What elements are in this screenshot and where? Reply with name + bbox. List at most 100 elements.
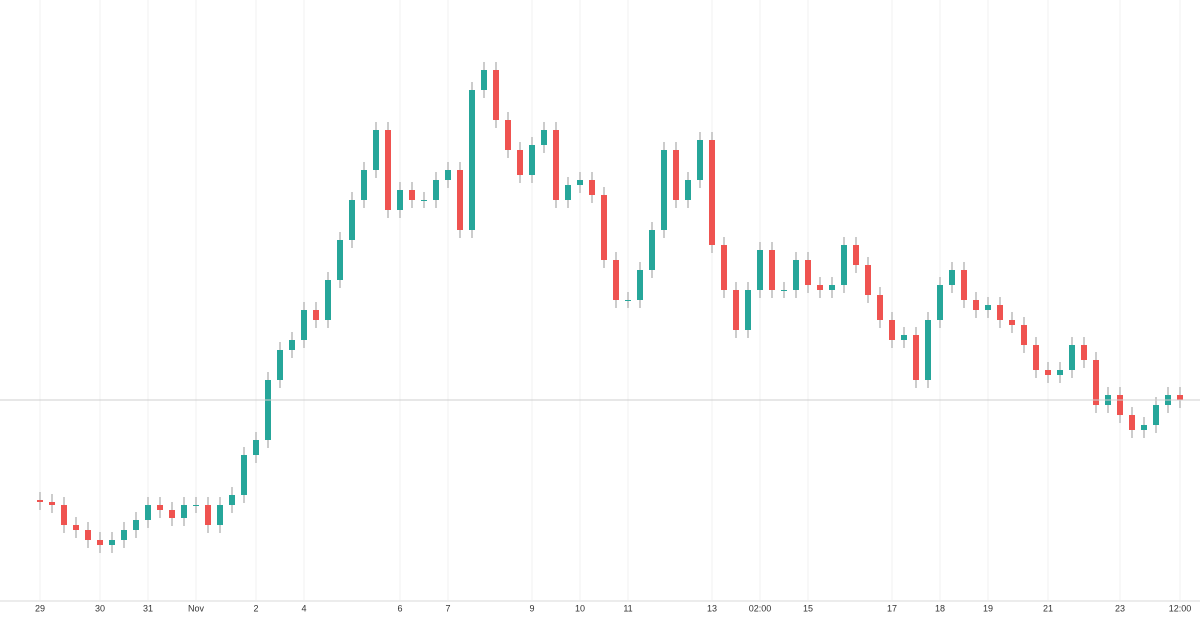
candle-body bbox=[121, 530, 127, 540]
candle-body bbox=[301, 310, 307, 340]
candle-body bbox=[265, 380, 271, 440]
candle-body bbox=[241, 455, 247, 495]
candle-body bbox=[685, 180, 691, 200]
candle-body bbox=[325, 280, 331, 320]
candle-body bbox=[373, 130, 379, 170]
candle-body bbox=[817, 285, 823, 290]
candle-body bbox=[745, 290, 751, 330]
candle-body bbox=[1021, 325, 1027, 345]
candle-body bbox=[481, 70, 487, 90]
candle-body bbox=[457, 170, 463, 230]
candle-body bbox=[1009, 320, 1015, 325]
candle-body bbox=[805, 260, 811, 285]
candle-body bbox=[529, 145, 535, 175]
candle-body bbox=[733, 290, 739, 330]
x-tick-label: 4 bbox=[301, 603, 306, 613]
x-tick-label: 9 bbox=[529, 603, 534, 613]
candle-body bbox=[709, 140, 715, 245]
candle-body bbox=[217, 505, 223, 525]
candle-body bbox=[541, 130, 547, 145]
candle-body bbox=[781, 290, 787, 291]
candle-body bbox=[385, 130, 391, 210]
candle-body bbox=[853, 245, 859, 265]
candle-body bbox=[517, 150, 523, 175]
x-tick-label: 2 bbox=[253, 603, 258, 613]
candle-body bbox=[625, 300, 631, 301]
candle-body bbox=[793, 260, 799, 290]
candle-body bbox=[613, 260, 619, 300]
candle-body bbox=[937, 285, 943, 320]
candle-body bbox=[145, 505, 151, 520]
candle-body bbox=[649, 230, 655, 270]
candle-body bbox=[577, 180, 583, 185]
x-tick-label: 23 bbox=[1115, 603, 1125, 613]
candle-body bbox=[769, 250, 775, 290]
candle-body bbox=[1033, 345, 1039, 370]
x-tick-label: 17 bbox=[887, 603, 897, 613]
candle-body bbox=[493, 70, 499, 120]
candle-body bbox=[193, 505, 199, 506]
candle-body bbox=[49, 502, 55, 505]
x-tick-label: 02:00 bbox=[749, 603, 772, 613]
candle-body bbox=[505, 120, 511, 150]
candle-body bbox=[97, 540, 103, 545]
x-tick-label: 21 bbox=[1043, 603, 1053, 613]
candle-body bbox=[433, 180, 439, 200]
candle-body bbox=[721, 245, 727, 290]
candle-body bbox=[973, 300, 979, 310]
x-tick-label: 19 bbox=[983, 603, 993, 613]
candle-body bbox=[697, 140, 703, 180]
candle-body bbox=[61, 505, 67, 525]
candle-body bbox=[1057, 370, 1063, 375]
candle-body bbox=[277, 350, 283, 380]
x-tick-label: 7 bbox=[445, 603, 450, 613]
candle-body bbox=[1093, 360, 1099, 405]
candle-body bbox=[1117, 395, 1123, 415]
candle-body bbox=[1129, 415, 1135, 430]
candle-body bbox=[1069, 345, 1075, 370]
candle-body bbox=[421, 200, 427, 201]
candle-body bbox=[961, 270, 967, 300]
x-tick-label: 31 bbox=[143, 603, 153, 613]
x-tick-label: 10 bbox=[575, 603, 585, 613]
candle-body bbox=[109, 540, 115, 545]
candle-body bbox=[397, 190, 403, 210]
candle-body bbox=[229, 495, 235, 505]
x-tick-label: 12:00 bbox=[1169, 603, 1192, 613]
candle-body bbox=[589, 180, 595, 195]
candle-body bbox=[1177, 395, 1183, 400]
candle-body bbox=[409, 190, 415, 200]
candle-body bbox=[445, 170, 451, 180]
x-tick-label: 13 bbox=[707, 603, 717, 613]
x-tick-label: 15 bbox=[803, 603, 813, 613]
x-tick-label: 18 bbox=[935, 603, 945, 613]
candle-body bbox=[601, 195, 607, 260]
candle-body bbox=[949, 270, 955, 285]
candle-body bbox=[925, 320, 931, 380]
candle-body bbox=[985, 305, 991, 310]
candle-body bbox=[673, 150, 679, 200]
candle-body bbox=[157, 505, 163, 510]
candle-body bbox=[661, 150, 667, 230]
candle-body bbox=[829, 285, 835, 290]
candle-body bbox=[865, 265, 871, 295]
candle-body bbox=[85, 530, 91, 540]
x-tick-label: 6 bbox=[397, 603, 402, 613]
x-tick-label: Nov bbox=[188, 603, 205, 613]
candle-body bbox=[289, 340, 295, 350]
x-tick-label: 29 bbox=[35, 603, 45, 613]
candle-body bbox=[1153, 405, 1159, 425]
candle-body bbox=[181, 505, 187, 518]
candle-body bbox=[169, 510, 175, 518]
candle-body bbox=[877, 295, 883, 320]
candle-body bbox=[205, 505, 211, 525]
candle-body bbox=[1141, 425, 1147, 430]
x-tick-label: 11 bbox=[623, 603, 632, 613]
candle-body bbox=[889, 320, 895, 340]
candle-body bbox=[73, 525, 79, 530]
candle-body bbox=[901, 335, 907, 340]
candle-body bbox=[997, 305, 1003, 320]
candle-body bbox=[133, 520, 139, 530]
